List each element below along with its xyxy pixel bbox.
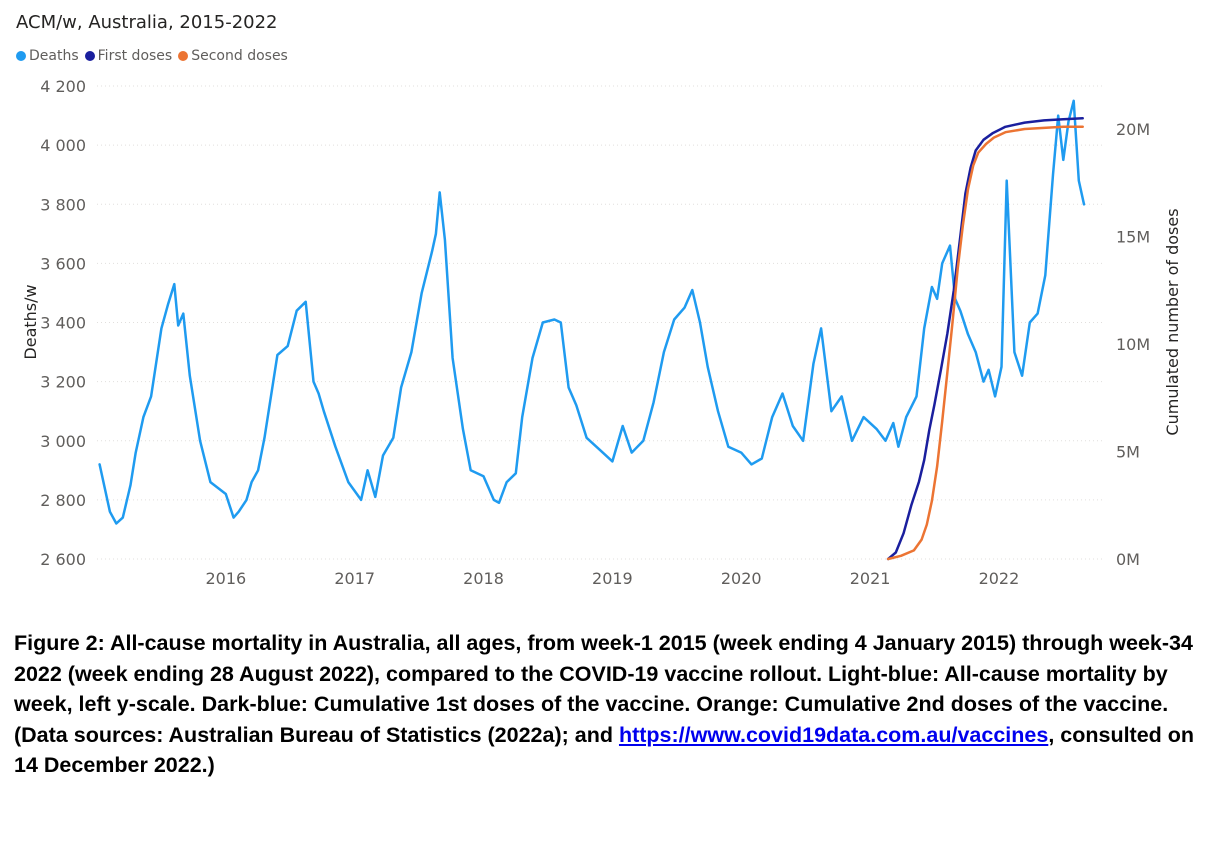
data-source-link[interactable]: https://www.covid19data.com.au/vaccines [618,722,1049,747]
x-tick-label: 2020 [721,569,762,588]
caption-text: Figure 2: All-cause mortality in Austral… [14,631,1193,747]
y-tick-label-left: 4 000 [40,136,86,155]
legend-item-deaths[interactable]: Deaths [16,48,79,64]
legend-label-second-doses: Second doses [191,48,288,64]
legend-item-first-doses[interactable]: First doses [84,48,173,64]
y-tick-label-left: 3 200 [40,373,86,392]
caption-text-end: , consulted on 14 December 2022.) [14,722,1195,778]
series-line-second-doses [886,125,1084,561]
legend-item-second-doses[interactable]: Second doses [178,48,288,64]
x-tick-label: 2019 [592,569,633,588]
legend-label-deaths: Deaths [29,48,79,64]
series-line-first-doses [886,117,1084,561]
figure-caption: Figure 2: All-cause mortality in Austral… [14,628,1199,781]
x-tick-label: 2021 [850,569,891,588]
y-tick-label-left: 2 800 [40,491,86,510]
chart-plot: 4 200 4 000 3 800 3 600 3 400 3 200 3 000 2 800… [21,77,1182,588]
y-axis-right: 20M 15M 10M 5M 0M [1116,120,1150,569]
chart-legend: Deaths First doses Second doses [16,48,288,64]
y-tick-label-right: 20M [1116,120,1150,139]
y-tick-label-left: 3 000 [40,432,86,451]
x-tick-label: 2018 [463,569,504,588]
x-tick-label: 2022 [979,569,1020,588]
legend-dot-deaths [16,51,26,61]
y-tick-label-right: 10M [1116,335,1150,354]
y-axis-label-right: Cumulated number of doses [1163,208,1182,435]
series-layer [98,99,1086,561]
legend-dot-second-doses [178,51,189,61]
y-tick-label-right: 0M [1116,550,1140,569]
x-tick-label: 2016 [205,569,246,588]
x-axis: 2016 2017 2018 2019 2020 2021 2022 [205,569,1019,588]
y-axis-left: 4 200 4 000 3 800 3 600 3 400 3 200 3 000 2 800… [40,77,86,569]
y-axis-label-left: Deaths/w [21,284,40,359]
legend-label-first-doses: First doses [97,48,173,64]
y-tick-label-right: 5M [1116,443,1140,462]
y-tick-label-left: 3 600 [40,254,86,273]
y-tick-label-left: 3 400 [40,314,86,333]
y-tick-label-left: 2 600 [40,550,86,569]
y-tick-label-left: 4 200 [40,77,86,96]
series-line-deaths [98,99,1086,525]
y-tick-label-right: 15M [1116,228,1150,247]
y-tick-label-left: 3 800 [40,195,86,214]
chart-title: ACM/w, Australia, 2015-2022 [16,12,278,33]
x-tick-label: 2017 [334,569,375,588]
legend-dot-first-doses [84,51,95,61]
